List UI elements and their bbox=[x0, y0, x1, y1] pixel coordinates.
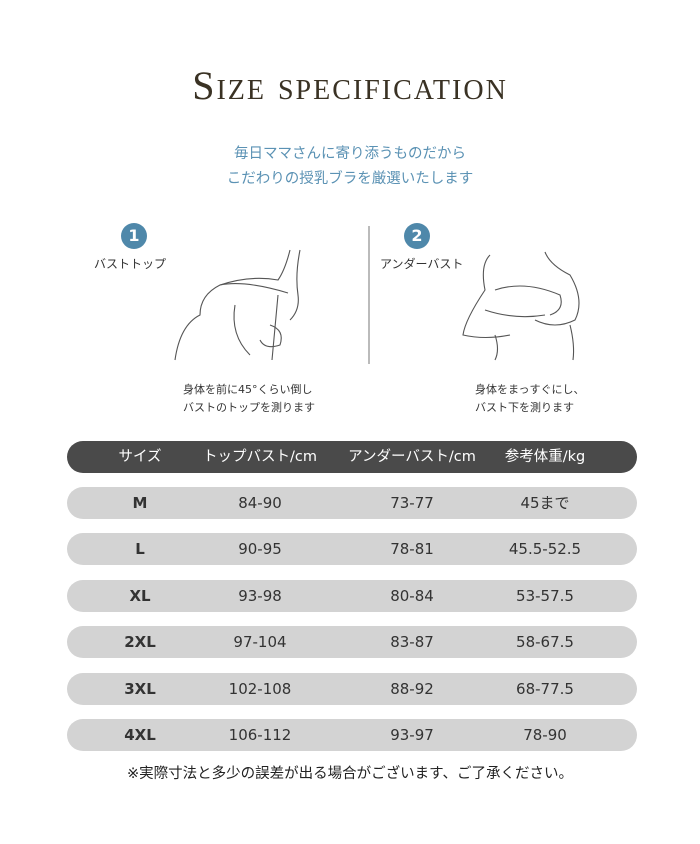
cell-weight: 45まで bbox=[520, 494, 570, 512]
header-top-bust: トップバスト/cm bbox=[203, 449, 317, 465]
step-1-caption-1: 身体を前に45°くらい倒し bbox=[183, 383, 313, 396]
bust-top-illustration bbox=[174, 249, 301, 361]
cell-weight: 58-67.5 bbox=[516, 633, 574, 651]
cell-top-bust: 93-98 bbox=[238, 587, 282, 605]
step-1-label: バストトップ bbox=[94, 257, 167, 271]
cell-weight: 53-57.5 bbox=[516, 587, 574, 605]
cell-under-bust: 80-84 bbox=[390, 587, 434, 605]
cell-size: XL bbox=[129, 587, 151, 605]
step-1-badge: 1 bbox=[121, 223, 147, 249]
cell-under-bust: 83-87 bbox=[390, 633, 434, 651]
divider bbox=[368, 226, 370, 364]
cell-weight: 68-77.5 bbox=[516, 680, 574, 698]
cell-top-bust: 106-112 bbox=[228, 726, 292, 744]
table-row: 2XL 97-104 83-87 58-67.5 bbox=[67, 626, 637, 658]
cell-weight: 78-90 bbox=[523, 726, 567, 744]
table-row: M 84-90 73-77 45まで bbox=[67, 487, 637, 519]
cell-size: M bbox=[132, 494, 148, 512]
subtitle-line-1: 毎日ママさんに寄り添うものだから bbox=[234, 146, 466, 162]
table-row: L 90-95 78-81 45.5-52.5 bbox=[67, 533, 637, 565]
step-2-caption-2: バスト下を測ります bbox=[475, 401, 574, 414]
cell-under-bust: 88-92 bbox=[390, 680, 434, 698]
header-weight: 参考体重/kg bbox=[504, 449, 586, 465]
cell-top-bust: 90-95 bbox=[238, 540, 282, 558]
cell-size: 2XL bbox=[124, 633, 156, 651]
header-size: サイズ bbox=[118, 449, 162, 465]
cell-top-bust: 84-90 bbox=[238, 494, 282, 512]
step-2-caption-1: 身体をまっすぐにし、 bbox=[475, 383, 585, 396]
subtitle-line-2: こだわりの授乳ブラを厳選いたします bbox=[226, 171, 474, 187]
cell-under-bust: 93-97 bbox=[390, 726, 434, 744]
disclaimer-note: ※実際寸法と多少の誤差が出る場合がございます、ご了承ください。 bbox=[127, 766, 573, 782]
cell-size: L bbox=[135, 540, 145, 558]
cell-weight: 45.5-52.5 bbox=[508, 540, 582, 558]
cell-size: 3XL bbox=[124, 680, 156, 698]
table-row: XL 93-98 80-84 53-57.5 bbox=[67, 580, 637, 612]
step-1-caption-2: バストのトップを測ります bbox=[183, 401, 315, 414]
page-title: Size specification bbox=[192, 63, 508, 108]
cell-under-bust: 78-81 bbox=[390, 540, 434, 558]
cell-top-bust: 97-104 bbox=[233, 633, 287, 651]
cell-under-bust: 73-77 bbox=[390, 494, 434, 512]
table-row: 4XL 106-112 93-97 78-90 bbox=[67, 719, 637, 751]
step-2-badge: 2 bbox=[404, 223, 430, 249]
cell-top-bust: 102-108 bbox=[228, 680, 292, 698]
under-bust-illustration bbox=[462, 251, 580, 361]
header-under-bust: アンダーバスト/cm bbox=[348, 449, 476, 465]
table-header: サイズ トップバスト/cm アンダーバスト/cm 参考体重/kg bbox=[67, 441, 637, 473]
step-2-label: アンダーバスト bbox=[380, 257, 464, 271]
table-row: 3XL 102-108 88-92 68-77.5 bbox=[67, 673, 637, 705]
cell-size: 4XL bbox=[124, 726, 156, 744]
